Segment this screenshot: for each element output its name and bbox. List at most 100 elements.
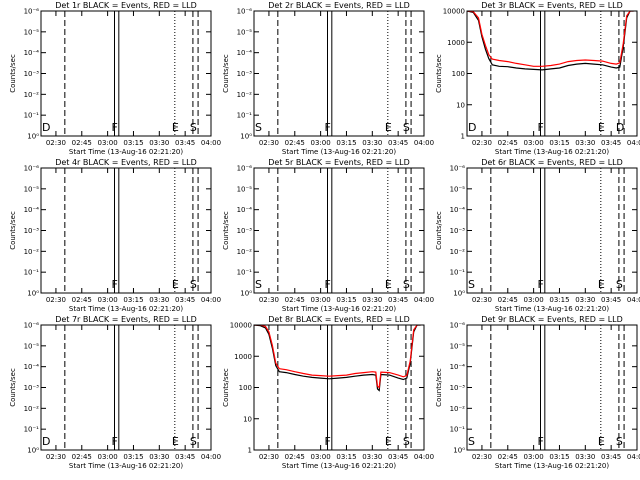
y-tick-label: 1000 bbox=[447, 39, 465, 47]
panel-9: Det 9r BLACK = Events, RED = LLD 10⁰ 10⁻¹ 1… bbox=[435, 315, 640, 470]
marker-label: S bbox=[403, 121, 410, 134]
x-tick-label: 04:00 bbox=[627, 296, 640, 304]
plot-frame bbox=[253, 10, 425, 137]
y-axis-label: Counts/sec bbox=[9, 211, 17, 250]
y-tick-label: 10⁻⁵ bbox=[237, 185, 253, 193]
y-tick-label: 10⁻⁵ bbox=[450, 342, 466, 350]
y-tick-label: 10⁻⁴ bbox=[24, 49, 40, 57]
y-tick-label: 10⁻¹ bbox=[24, 269, 40, 277]
panel-8: Det 8r BLACK = Events, RED = LLD 1 10 100 10… bbox=[222, 315, 434, 470]
x-tick-label: 03:45 bbox=[388, 453, 408, 461]
y-tick-label: 10⁻⁶ bbox=[237, 165, 253, 173]
panel-title: Det 2r BLACK = Events, RED = LLD bbox=[268, 1, 410, 10]
marker-label: E bbox=[172, 278, 179, 291]
y-tick-label: 100 bbox=[452, 70, 465, 78]
x-tick-label: 04:00 bbox=[414, 453, 434, 461]
plot-frame bbox=[253, 167, 425, 294]
x-axis-label: Start Time (13-Aug-16 02:21:20) bbox=[69, 305, 183, 313]
y-tick-label: 1000 bbox=[234, 353, 252, 361]
x-axis-label: Start Time (13-Aug-16 02:21:20) bbox=[282, 462, 396, 470]
marker-label: S bbox=[403, 435, 410, 448]
plot-frame bbox=[40, 324, 212, 451]
series-events-line bbox=[254, 325, 421, 392]
marker-label: F bbox=[538, 435, 544, 448]
y-axis-label: Counts/sec bbox=[9, 368, 17, 407]
marker-label: E bbox=[385, 435, 392, 448]
y-tick-label: 10⁻⁶ bbox=[24, 8, 40, 16]
marker-label: S bbox=[255, 121, 262, 134]
x-axis-label: Start Time (13-Aug-16 02:21:20) bbox=[495, 148, 609, 156]
panel-title: Det 9r BLACK = Events, RED = LLD bbox=[481, 315, 623, 324]
x-tick-label: 03:15 bbox=[123, 453, 143, 461]
x-tick-label: 02:30 bbox=[46, 453, 66, 461]
x-tick-label: 03:15 bbox=[336, 139, 356, 147]
panel-title: Det 5r BLACK = Events, RED = LLD bbox=[268, 158, 410, 167]
panel-title: Det 4r BLACK = Events, RED = LLD bbox=[55, 158, 197, 167]
y-axis-label: Counts/sec bbox=[435, 211, 443, 250]
x-tick-label: 02:45 bbox=[72, 453, 92, 461]
y-tick-label: 10⁻⁵ bbox=[24, 28, 40, 36]
plot-frame bbox=[466, 324, 638, 451]
x-tick-label: 03:00 bbox=[524, 139, 544, 147]
marker-label: S bbox=[190, 435, 197, 448]
y-tick-label: 10⁻² bbox=[450, 248, 466, 256]
marker-label: D bbox=[42, 435, 50, 448]
y-tick-label: 10⁻⁴ bbox=[237, 206, 253, 214]
marker-label: F bbox=[325, 435, 331, 448]
x-tick-label: 03:00 bbox=[311, 296, 331, 304]
y-tick-label: 100 bbox=[239, 384, 252, 392]
x-tick-label: 04:00 bbox=[414, 296, 434, 304]
marker-label: S bbox=[403, 278, 410, 291]
x-tick-label: 03:15 bbox=[336, 453, 356, 461]
x-tick-label: 03:45 bbox=[175, 453, 195, 461]
x-tick-label: 03:45 bbox=[601, 453, 621, 461]
marker-label: F bbox=[112, 278, 118, 291]
y-tick-label: 10⁻⁴ bbox=[237, 49, 253, 57]
y-tick-label: 10⁰ bbox=[27, 133, 39, 141]
y-tick-label: 10⁻³ bbox=[450, 227, 466, 235]
y-tick-label: 10⁻⁴ bbox=[24, 363, 40, 371]
marker-label: D bbox=[42, 121, 50, 134]
x-tick-label: 02:30 bbox=[472, 453, 492, 461]
x-tick-label: 02:30 bbox=[259, 453, 279, 461]
y-tick-label: 10⁻³ bbox=[24, 384, 40, 392]
x-axis-label: Start Time (13-Aug-16 02:21:20) bbox=[69, 462, 183, 470]
y-tick-label: 10 bbox=[243, 415, 252, 423]
x-tick-label: 02:30 bbox=[472, 296, 492, 304]
y-axis-label: Counts/sec bbox=[435, 368, 443, 407]
x-tick-label: 04:00 bbox=[414, 139, 434, 147]
y-tick-label: 10⁻¹ bbox=[237, 269, 253, 277]
y-tick-label: 10⁻³ bbox=[24, 70, 40, 78]
y-axis-label: Counts/sec bbox=[435, 54, 443, 93]
y-tick-label: 10⁻⁵ bbox=[237, 28, 253, 36]
y-tick-label: 10⁻⁵ bbox=[24, 342, 40, 350]
y-tick-label: 10⁰ bbox=[27, 290, 39, 298]
marker-label: D bbox=[468, 121, 476, 134]
y-tick-label: 10⁻⁶ bbox=[24, 165, 40, 173]
x-tick-label: 02:45 bbox=[498, 453, 518, 461]
x-tick-label: 03:00 bbox=[524, 453, 544, 461]
x-tick-label: 03:00 bbox=[311, 139, 331, 147]
panel-title: Det 3r BLACK = Events, RED = LLD bbox=[481, 1, 623, 10]
marker-label: E bbox=[598, 278, 605, 291]
x-tick-label: 03:45 bbox=[175, 139, 195, 147]
x-tick-label: 03:30 bbox=[575, 296, 595, 304]
x-tick-label: 04:00 bbox=[201, 139, 221, 147]
x-tick-label: 04:00 bbox=[627, 139, 640, 147]
x-tick-label: 03:15 bbox=[549, 453, 569, 461]
panel-title: Det 6r BLACK = Events, RED = LLD bbox=[481, 158, 623, 167]
marker-label: E bbox=[172, 435, 179, 448]
y-tick-label: 10⁻¹ bbox=[24, 426, 40, 434]
x-axis-label: Start Time (13-Aug-16 02:21:20) bbox=[495, 305, 609, 313]
x-tick-label: 03:30 bbox=[575, 453, 595, 461]
x-tick-label: 02:30 bbox=[472, 139, 492, 147]
y-tick-label: 10⁻¹ bbox=[237, 112, 253, 120]
marker-label: F bbox=[112, 435, 118, 448]
x-tick-label: 03:45 bbox=[388, 296, 408, 304]
plot-frame bbox=[466, 10, 638, 137]
y-tick-label: 10⁻³ bbox=[24, 227, 40, 235]
marker-label: S bbox=[616, 278, 623, 291]
x-tick-label: 02:45 bbox=[285, 139, 305, 147]
y-tick-label: 10⁻³ bbox=[237, 70, 253, 78]
x-tick-label: 02:45 bbox=[72, 139, 92, 147]
